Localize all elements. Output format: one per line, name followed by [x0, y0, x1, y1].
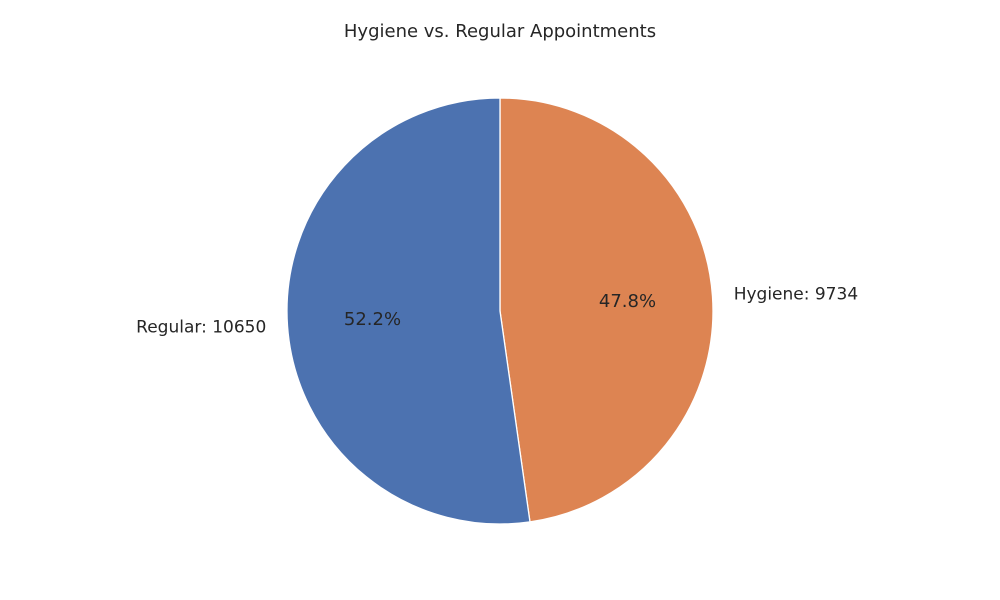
slice-percent-hygiene: 47.8%: [599, 291, 656, 312]
slices-layer: [286, 97, 714, 525]
labels-layer: Hygiene: 9734 47.8% Regular: 10650 52.2%: [136, 285, 858, 338]
pie-slice-regular: [286, 97, 531, 525]
pie-slice-hygiene: [499, 97, 714, 523]
slice-percent-regular: 52.2%: [344, 309, 401, 330]
chart-title: Hygiene vs. Regular Appointments: [344, 21, 656, 42]
slice-label-regular: Regular: 10650: [136, 318, 266, 338]
slice-label-hygiene: Hygiene: 9734: [734, 285, 858, 305]
